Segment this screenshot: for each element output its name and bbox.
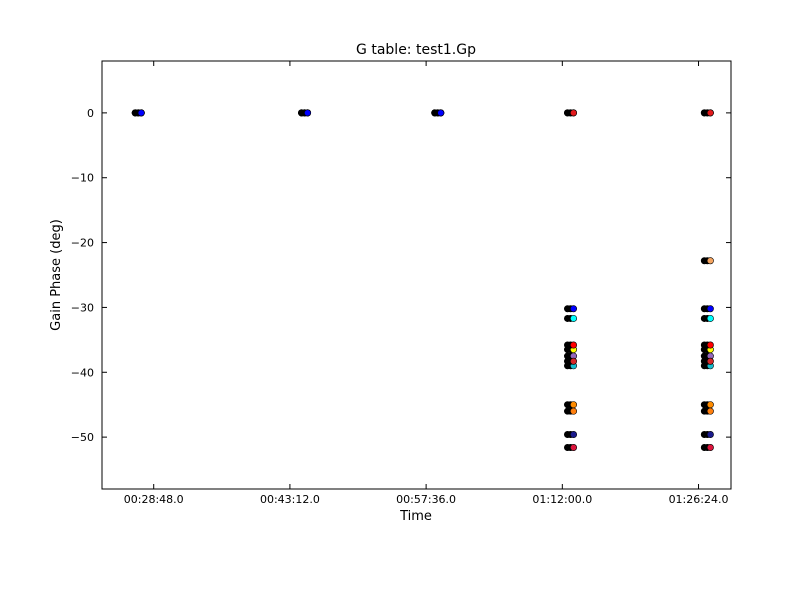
x-tick-label: 01:26:24.0 bbox=[669, 493, 729, 506]
y-tick-label: −20 bbox=[71, 237, 94, 250]
x-tick-label: 00:57:36.0 bbox=[396, 493, 456, 506]
data-point bbox=[570, 305, 578, 313]
y-axis-label: Gain Phase (deg) bbox=[49, 219, 64, 331]
x-tick-label: 00:28:48.0 bbox=[124, 493, 184, 506]
data-point bbox=[706, 305, 714, 313]
x-axis: 00:28:48.0 00:43:12.0 00:57:36.0 01:12:00.0… bbox=[124, 61, 729, 506]
data-point bbox=[706, 431, 714, 439]
data-point bbox=[437, 109, 445, 117]
data-point bbox=[706, 443, 714, 451]
data-point bbox=[137, 109, 145, 117]
y-tick-label: −10 bbox=[71, 172, 94, 185]
data-point bbox=[570, 109, 578, 117]
data-points bbox=[131, 109, 714, 451]
data-point bbox=[570, 431, 578, 439]
data-point bbox=[706, 109, 714, 117]
x-tick-label: 01:12:00.0 bbox=[532, 493, 592, 506]
data-point bbox=[706, 314, 714, 322]
data-point bbox=[706, 401, 714, 409]
data-point bbox=[570, 443, 578, 451]
y-tick-label: −50 bbox=[71, 431, 94, 444]
x-tick-label: 00:43:12.0 bbox=[260, 493, 320, 506]
y-tick-label: −30 bbox=[71, 301, 94, 314]
data-point bbox=[706, 341, 714, 349]
x-axis-label: Time bbox=[399, 509, 432, 524]
data-point bbox=[706, 357, 714, 365]
y-tick-label: 0 bbox=[87, 107, 94, 120]
y-axis: 0 −10 −20 −30 −40 −50 bbox=[71, 107, 731, 444]
data-point bbox=[570, 341, 578, 349]
data-point bbox=[570, 357, 578, 365]
data-point bbox=[570, 401, 578, 409]
plot-area bbox=[101, 60, 732, 490]
data-point bbox=[706, 257, 714, 265]
y-tick-label: −40 bbox=[71, 366, 94, 379]
data-point bbox=[570, 407, 578, 415]
data-point bbox=[304, 109, 312, 117]
chart-title: G table: test1.Gp bbox=[356, 42, 476, 58]
data-point bbox=[706, 407, 714, 415]
data-point bbox=[570, 314, 578, 322]
